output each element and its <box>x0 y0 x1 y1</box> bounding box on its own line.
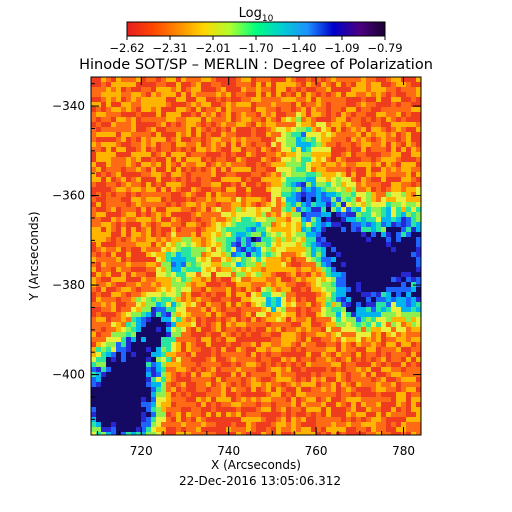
colorbar-tick-label: −1.70 <box>238 41 273 55</box>
x-tick-label: 740 <box>217 444 240 458</box>
y-tick-label: −400 <box>52 368 85 382</box>
colorbar-tick-label: −1.09 <box>324 41 359 55</box>
colorbar-tick-label: −2.01 <box>195 41 230 55</box>
x-tick-label: 780 <box>392 444 415 458</box>
y-tick-label: −340 <box>52 99 85 113</box>
x-axis: 720 740 760 780 <box>97 77 415 458</box>
y-axis: −340 −360 −380 −400 <box>52 83 421 420</box>
colorbar: Log10 −2.62 −2.31 −2.01 −1.70 −1.40 −1.09 −0.7… <box>109 6 402 55</box>
colorbar-label: Log10 <box>239 6 274 24</box>
colorbar-tick-label: −2.31 <box>152 41 187 55</box>
x-tick-label: 720 <box>130 444 153 458</box>
plot-frame <box>90 76 422 436</box>
colorbar-tick-label: −0.79 <box>367 41 402 55</box>
colorbar-tick-label: −2.62 <box>109 41 144 55</box>
y-axis-label: Y (Arcseconds) <box>27 211 41 301</box>
timestamp: 22-Dec-2016 13:05:06.312 <box>179 474 341 488</box>
colorbar-ticks: −2.62 −2.31 −2.01 −1.70 −1.40 −1.09 −0.79 <box>109 36 403 55</box>
y-tick-label: −360 <box>52 189 85 203</box>
colorbar-strip <box>126 21 386 37</box>
y-tick-label: −380 <box>52 278 85 292</box>
colorbar-tick-label: −1.40 <box>281 41 316 55</box>
x-tick-label: 760 <box>305 444 328 458</box>
x-axis-label: X (Arcseconds) <box>211 458 301 472</box>
chart-title: Hinode SOT/SP – MERLIN : Degree of Polar… <box>79 57 433 73</box>
polarization-map <box>90 76 422 436</box>
map-pixels <box>91 77 421 435</box>
